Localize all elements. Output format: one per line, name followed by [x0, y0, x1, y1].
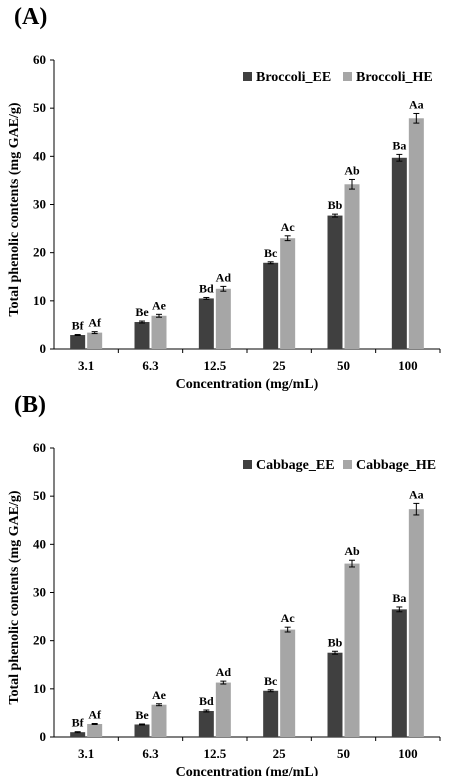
bar-broccoli-he [215, 288, 231, 349]
bar-broccoli-ee [198, 298, 214, 349]
chart-panel-b: (B) 0 10 20 30 40 50 60 3.1 6.3 12.5 25 50 100 Bf Be Bd… [0, 388, 460, 776]
bar-data-label: Bf [72, 319, 85, 333]
bar-cabbage-he [280, 629, 296, 737]
y-tick-label: 20 [33, 245, 46, 260]
bar-cabbage-ee [327, 652, 343, 737]
bar-data-label: Bb [328, 198, 343, 212]
bar-data-label: Ac [281, 220, 296, 234]
y-tick-label: 10 [33, 293, 46, 308]
bar-data-label: Be [135, 708, 149, 722]
bar-data-label: Ad [216, 665, 232, 679]
bar-data-label: Aa [409, 97, 424, 111]
bar-data-label: Bf [72, 716, 85, 730]
legend-entry: Broccoli_EE [256, 70, 331, 85]
y-axis-title: Total phenolic contents (mg GAE/g) [7, 102, 22, 316]
bar-cabbage-ee [263, 690, 279, 737]
bar-data-label: Ad [216, 270, 232, 284]
x-tick-label: 25 [273, 746, 287, 761]
bar-broccoli-he [408, 118, 424, 349]
x-tick-label: 12.5 [203, 358, 226, 373]
panel-label: (A) [14, 4, 48, 30]
bar-cabbage-he [344, 563, 360, 737]
bar-broccoli-ee [134, 322, 150, 349]
y-tick-label: 60 [33, 440, 46, 455]
bar-chart: 0 10 20 30 40 50 60 3.1 6.3 12.5 25 50 100 Bf Be Bd Bc Bb… [7, 440, 441, 776]
x-tick-label: 3.1 [78, 358, 94, 373]
x-axis-title: Concentration (mg/mL) [176, 765, 319, 776]
bar-data-label: Ac [281, 611, 296, 625]
bar-cabbage-ee [198, 710, 214, 737]
x-axis-title: Concentration (mg/mL) [176, 377, 319, 392]
x-tick-label: 50 [337, 358, 350, 373]
bar-cabbage-he [151, 704, 167, 737]
y-axis-title: Total phenolic contents (mg GAE/g) [7, 490, 22, 704]
bar-data-label: Bc [264, 246, 278, 260]
bar-data-label: Ab [344, 163, 360, 177]
x-tick-label: 6.3 [142, 358, 159, 373]
bar-cabbage-ee [391, 609, 407, 737]
bar-broccoli-he [87, 332, 103, 349]
bar-cabbage-ee [70, 732, 86, 737]
legend-entry: Broccoli_HE [356, 70, 433, 85]
chart-panel-a: (A) 0 10 20 30 40 50 60 3.1 6.3 12.5 25 50 100 Bf Be Bd… [7, 4, 441, 392]
bar-data-label: Ab [344, 544, 360, 558]
bar-data-label: Af [88, 316, 102, 330]
bar-broccoli-ee [70, 335, 86, 349]
bar-cabbage-he [87, 723, 103, 737]
bar-data-label: Bd [199, 281, 214, 295]
bar-data-label: Bd [199, 694, 214, 708]
y-tick-label: 30 [33, 585, 46, 600]
y-tick-label: 30 [33, 197, 46, 212]
legend-entry: Cabbage_HE [356, 458, 436, 473]
x-tick-label: 25 [273, 358, 287, 373]
bar-data-label: Ae [152, 298, 167, 312]
y-tick-label: 50 [33, 488, 46, 503]
bar-broccoli-ee [391, 157, 407, 349]
legend-swatch [243, 72, 252, 81]
bar-data-label: Bb [328, 635, 343, 649]
y-tick-label: 60 [33, 52, 46, 67]
legend-swatch [343, 460, 352, 469]
bar-broccoli-he [344, 184, 360, 349]
bar-cabbage-he [215, 682, 231, 737]
bar-data-label: Ba [392, 138, 406, 152]
x-tick-label: 50 [337, 746, 350, 761]
bar-data-label: Bc [264, 674, 278, 688]
bar-broccoli-ee [327, 215, 343, 349]
legend-swatch [343, 72, 352, 81]
bar-broccoli-ee [263, 262, 279, 349]
legend-swatch [243, 460, 252, 469]
bar-data-label: Ba [392, 591, 406, 605]
bar-cabbage-he [408, 509, 424, 737]
bar-broccoli-he [280, 238, 296, 349]
y-tick-label: 10 [33, 681, 46, 696]
legend-entry: Cabbage_EE [256, 458, 335, 473]
y-tick-label: 0 [40, 729, 47, 744]
bar-data-label: Be [135, 305, 149, 319]
x-tick-label: 12.5 [203, 746, 226, 761]
bar-data-label: Ae [152, 688, 167, 702]
y-tick-label: 40 [33, 148, 46, 163]
bar-cabbage-ee [134, 724, 150, 737]
x-tick-label: 100 [398, 746, 418, 761]
x-tick-label: 3.1 [78, 746, 94, 761]
y-tick-label: 20 [33, 633, 46, 648]
bar-broccoli-he [151, 315, 167, 349]
y-tick-label: 0 [40, 341, 47, 356]
panel-label: (B) [14, 392, 46, 418]
bar-data-label: Aa [409, 487, 424, 501]
bar-data-label: Af [88, 708, 102, 722]
bar-chart: 0 10 20 30 40 50 60 3.1 6.3 12.5 25 50 100 Bf Be Bd Bc Bb… [7, 52, 441, 392]
x-tick-label: 100 [398, 358, 418, 373]
y-tick-label: 40 [33, 536, 46, 551]
x-tick-label: 6.3 [142, 746, 159, 761]
y-tick-label: 50 [33, 100, 46, 115]
